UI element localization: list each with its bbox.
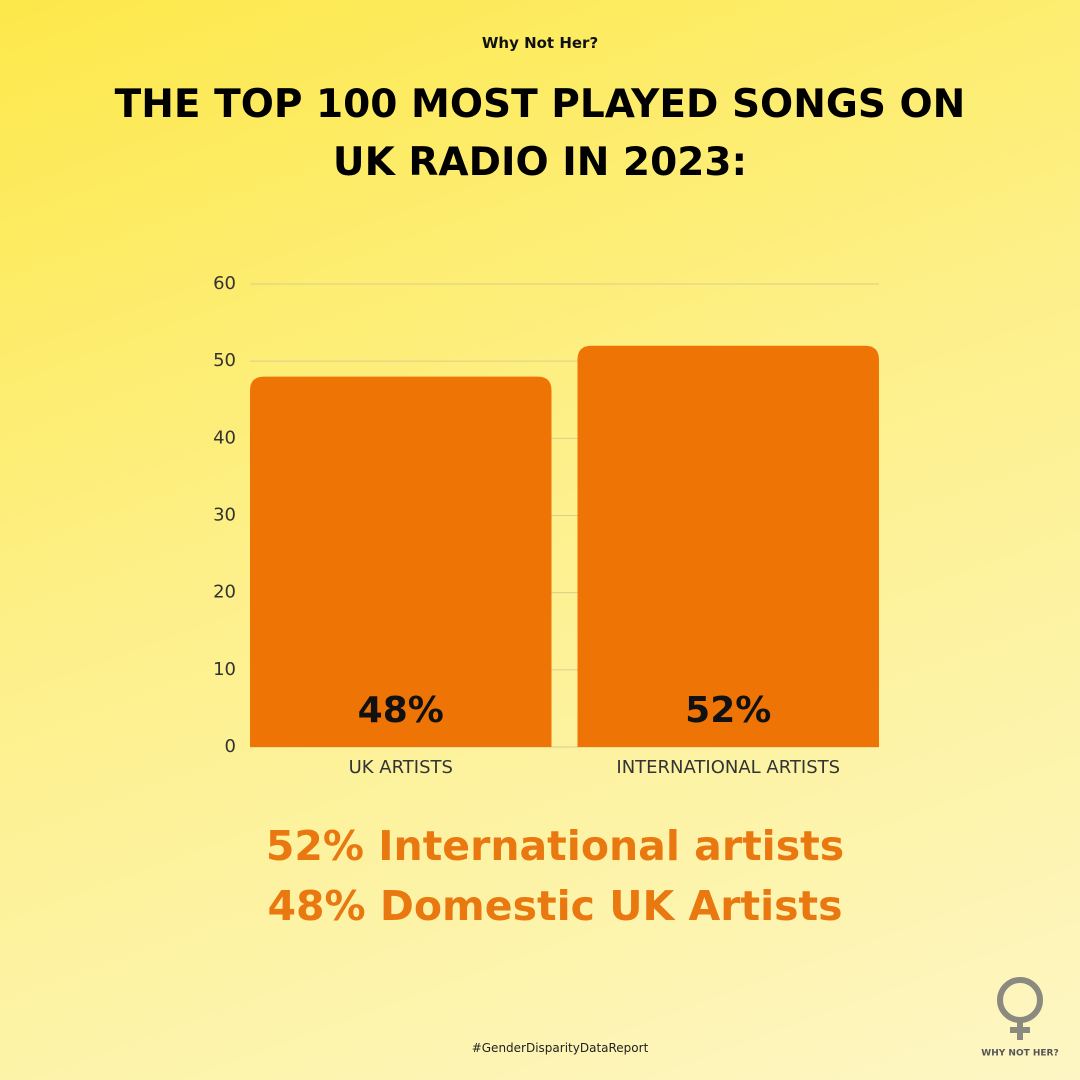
annotation: 52% International artists [265,822,845,870]
value-label: 52% [685,690,771,731]
y-tick-label: 50 [213,350,236,371]
y-tick-label: 40 [213,427,236,448]
subtitle: Why Not Her? [481,34,599,52]
bar [577,345,879,747]
bar [250,376,552,747]
y-tick-label: 20 [213,582,236,603]
footer: #GenderDisparityDataReport [471,1041,649,1055]
chart-title: THE TOP 100 MOST PLAYED SONGS ON UK RADI… [114,82,966,185]
logo-ring [997,977,1043,1023]
x-tick-label: UK ARTISTS [349,757,453,778]
y-tick-label: 10 [213,659,236,680]
x-tick-label: INTERNATIONAL ARTISTS [616,757,840,778]
logo-text: WHY NOT HER? [981,1049,1058,1059]
value-label: 48% [358,690,444,731]
y-tick-label: 0 [225,736,236,757]
y-tick-label: 60 [213,273,236,294]
annotation: 48% Domestic UK Artists [267,882,843,930]
logo [997,977,1043,1040]
y-tick-label: 30 [213,505,236,526]
